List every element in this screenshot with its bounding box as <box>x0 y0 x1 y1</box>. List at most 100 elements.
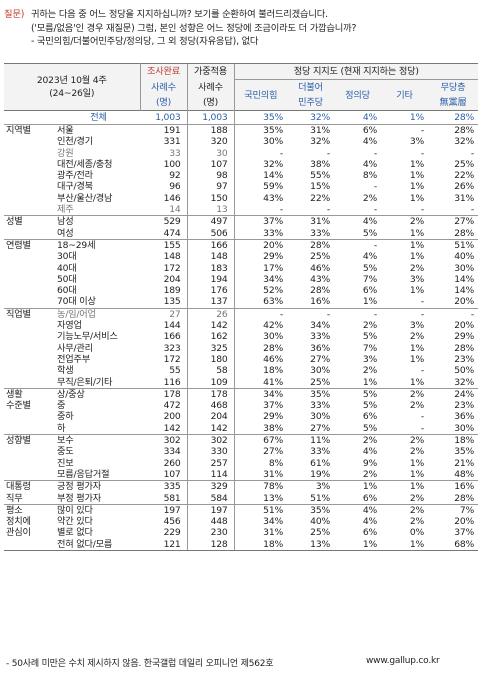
group-label <box>4 193 55 204</box>
completed-count: 144 <box>163 320 181 332</box>
dp-percent: 35% <box>287 503 334 517</box>
weighted-count: 26 <box>186 307 234 321</box>
table-row: 사무/관리 323 325 28% 36% 7% 1% 28% <box>4 342 478 354</box>
completed-count: 135 <box>163 296 181 308</box>
dp-percent: 25% <box>310 251 330 263</box>
footer-site: www.gallup.co.kr <box>366 656 440 666</box>
ppp-percent: 14% <box>233 170 287 182</box>
dp-percent: 34% <box>310 320 330 332</box>
total-row: 전체 1,003 1,003 35% 32% 4% 1% 28% <box>4 110 479 125</box>
table-row: 자영업 144 142 42% 34% 2% 3% 20% <box>4 320 478 332</box>
other-percent: - <box>420 147 424 159</box>
justice-percent: 2% <box>362 192 377 204</box>
table-row: 기능노무/서비스 166 162 30% 33% 5% 2% 29% <box>4 331 478 343</box>
other-percent: 2% <box>409 516 424 528</box>
none-percent: 26% <box>454 181 475 193</box>
table-row: 평소 많이 있다 197 197 51% 35% 4% 2% 7% <box>4 503 479 517</box>
group-label <box>4 159 55 170</box>
row-label: 학생 <box>57 365 74 377</box>
justice-percent: 8% <box>362 170 377 182</box>
completed-count: 172 <box>163 353 181 365</box>
ppp-percent: 20% <box>233 238 287 252</box>
dp-percent: 22% <box>310 192 330 204</box>
ppp-percent: 13% <box>233 492 287 505</box>
dp-percent: - <box>326 204 330 216</box>
other-percent: 2% <box>381 503 428 517</box>
dp-percent: 61% <box>310 457 330 469</box>
other-percent: 0% <box>409 527 424 539</box>
ppp-percent: 78% <box>233 480 287 493</box>
group-label: 대통령 <box>4 480 55 493</box>
justice-percent: 5% <box>362 400 377 412</box>
other-percent: 1% <box>409 251 424 263</box>
weighted-count: 142 <box>186 320 234 332</box>
question-line: - 국민의힘/더불어민주당/정의당, 그 외 정당(자유응답), 없다 <box>31 36 259 47</box>
weighted-count: 230 <box>186 527 234 539</box>
dp-percent: 51% <box>310 492 330 504</box>
row-label: 광주/전라 <box>57 170 93 182</box>
other-percent: 3% <box>409 136 424 148</box>
row-label: 중하 <box>57 411 74 423</box>
completed-count: 529 <box>140 215 187 228</box>
row-label: 제주 <box>57 204 74 216</box>
dp-percent: 33% <box>310 331 330 343</box>
weighted-count: 142 <box>186 422 234 435</box>
dp-percent: 27% <box>310 353 330 365</box>
weighted-count: 107 <box>186 158 234 171</box>
justice-percent: 2% <box>362 365 377 377</box>
dp-percent: 36% <box>310 342 330 354</box>
ppp-percent: 33% <box>233 227 287 240</box>
ppp-percent: - <box>233 307 287 321</box>
none-percent: - <box>470 204 475 216</box>
justice-percent: 1% <box>362 376 377 388</box>
table-row: 지역별 서울 191 188 35% 31% 6% -28% <box>4 124 479 137</box>
completed-count: 33 <box>169 147 181 159</box>
completed-count: 331 <box>163 136 181 148</box>
group-label: 수준별 <box>6 400 31 412</box>
other-percent: 1% <box>409 170 424 182</box>
group-label <box>4 331 55 342</box>
completed-count: 142 <box>163 422 181 434</box>
other-percent: 1% <box>381 480 428 493</box>
group-label <box>4 411 55 422</box>
group-label: 성별 <box>4 215 55 228</box>
ppp-percent: 27% <box>233 446 287 458</box>
table-row: 전업주부 172 180 46% 27% 3% 1% 23% <box>4 353 478 366</box>
none-percent: 28% <box>454 227 475 239</box>
none-percent: 16% <box>428 480 479 493</box>
row-label: 부정 평가자 <box>57 492 101 504</box>
none-percent: 32% <box>454 136 475 148</box>
ppp-percent: 29% <box>233 411 287 423</box>
other-percent: 1% <box>409 376 424 388</box>
weighted-count: 197 <box>186 503 234 517</box>
weighted-count: 150 <box>186 192 234 205</box>
table-row: 대전/세종/충청 100 107 32% 38% 4% 1% 25% <box>4 158 478 171</box>
question-line: 귀하는 다음 중 어느 정당을 지지하십니까? 보기를 순환하여 불러드리겠습니… <box>31 9 328 20</box>
group-label <box>4 365 55 376</box>
col-completed-sub: 사례수 <box>151 81 176 93</box>
dp-percent: - <box>287 307 334 321</box>
weighted-count: 13 <box>186 204 234 216</box>
dp-percent: 27% <box>310 422 330 434</box>
weighted-count: 180 <box>186 353 234 366</box>
dp-percent: 13% <box>287 538 334 551</box>
completed-count: 474 <box>163 227 181 239</box>
group-label <box>4 538 55 551</box>
row-label: 남성 <box>55 215 140 228</box>
other-percent: 1% <box>381 538 428 551</box>
footer: - 50사례 미만은 수치 제시하지 않음. 한국갤럽 데일리 오피니언 제56… <box>6 656 440 669</box>
row-label: 자영업 <box>57 320 82 332</box>
none-percent: 28% <box>428 124 479 137</box>
group-label <box>4 377 55 389</box>
dp-percent: 43% <box>310 273 330 285</box>
none-percent: 28% <box>454 342 475 354</box>
none-percent: 30% <box>454 262 475 274</box>
group-label: 관심이 <box>6 527 31 539</box>
other-percent: 2% <box>409 492 424 504</box>
row-label: 무직/은퇴/기타 <box>57 376 113 388</box>
weighted-count: 320 <box>186 136 234 148</box>
dp-percent: 32% <box>287 110 334 125</box>
row-label: 대구/경북 <box>57 181 93 193</box>
none-percent: 24% <box>428 387 479 401</box>
group-label <box>4 148 55 159</box>
